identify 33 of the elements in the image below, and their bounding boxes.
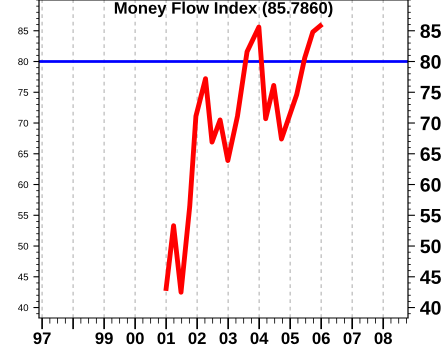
x-tick-label: 00 bbox=[126, 332, 144, 344]
y2-tick-label: 70 bbox=[420, 116, 441, 130]
chart-title: Money Flow Index (85.7860) bbox=[114, 2, 332, 18]
y-tick-label: 70 bbox=[18, 120, 28, 127]
x-tick-label: 05 bbox=[282, 332, 299, 344]
y-tick-label: 60 bbox=[18, 181, 28, 188]
x-tick-label: 07 bbox=[344, 332, 361, 344]
y-tick-label: 85 bbox=[18, 27, 28, 34]
y-tick-label: 75 bbox=[18, 89, 28, 96]
y-tick-label: 40 bbox=[18, 304, 28, 312]
y2-tick-label: 45 bbox=[420, 270, 441, 284]
y2-tick-label: 80 bbox=[420, 54, 441, 69]
y-tick-label: 45 bbox=[18, 274, 28, 280]
y2-tick-label: 40 bbox=[420, 301, 441, 315]
x-tick-label: 03 bbox=[220, 332, 237, 344]
y2-tick-label: 65 bbox=[420, 147, 441, 162]
line-series bbox=[164, 23, 323, 295]
y-tick-label: 55 bbox=[18, 212, 28, 219]
x-tick-label: 99 bbox=[95, 332, 113, 344]
y2-tick-label: 75 bbox=[420, 86, 441, 100]
y2-tick-label: 50 bbox=[420, 240, 441, 254]
x-tick-label: 06 bbox=[312, 332, 330, 344]
y2-tick-label: 55 bbox=[420, 208, 441, 223]
x-tick-label: 02 bbox=[188, 332, 206, 344]
y-tick-label: 65 bbox=[18, 150, 28, 158]
x-tick-label: 01 bbox=[158, 332, 175, 344]
y2-tick-label: 85 bbox=[420, 24, 441, 38]
y-tick-label: 80 bbox=[18, 58, 28, 66]
x-tick-label: 04 bbox=[250, 332, 268, 344]
y-tick-label: 50 bbox=[18, 242, 28, 250]
x-tick-label: 08 bbox=[374, 332, 392, 344]
x-tick-label: 97 bbox=[33, 332, 51, 344]
y2-tick-label: 60 bbox=[420, 178, 441, 192]
